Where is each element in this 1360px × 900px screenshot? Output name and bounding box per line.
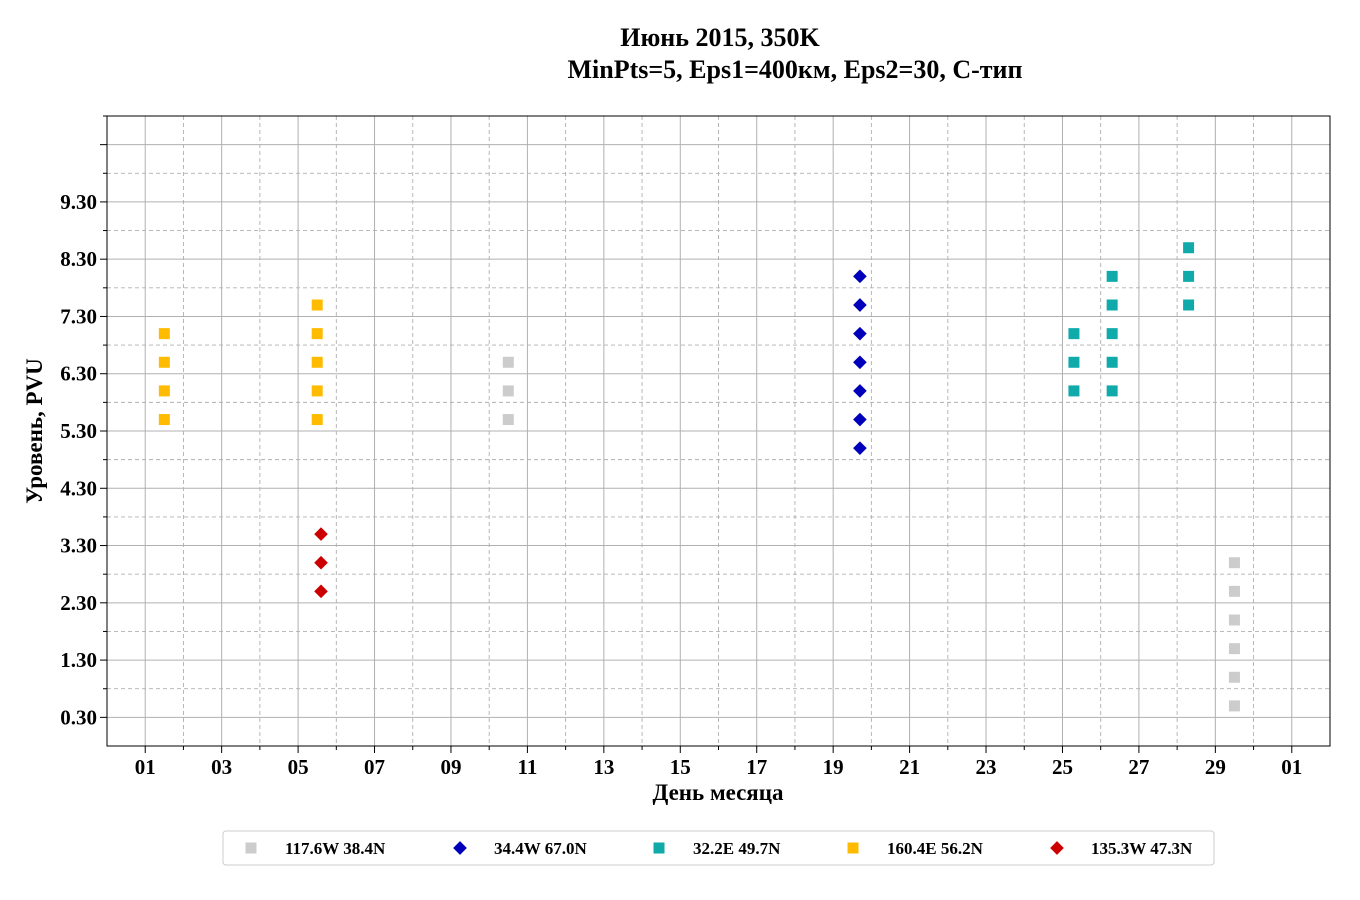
y-tick-label: 0.30	[60, 705, 97, 729]
data-point-diamond	[314, 527, 328, 541]
series-group	[158, 299, 323, 426]
legend-label: 135.3W 47.3N	[1091, 839, 1193, 858]
data-point-square	[1228, 557, 1240, 569]
data-point-square	[847, 842, 859, 854]
y-tick-label: 5.30	[60, 419, 97, 443]
x-tick-label: 07	[364, 755, 385, 779]
y-tick-label: 1.30	[60, 648, 97, 672]
legend-label: 34.4W 67.0N	[494, 839, 587, 858]
y-tick-label: 7.30	[60, 304, 97, 328]
data-point-square	[158, 385, 170, 397]
y-tick-label: 2.30	[60, 591, 97, 615]
legend-items: 117.6W 38.4N 34.4W 67.0N 32.2E 49.7N 160.4E…	[245, 839, 1193, 858]
data-point-square	[1183, 270, 1195, 282]
chart-title-line2: MinPts=5, Eps1=400км, Eps2=30, C-тип	[567, 55, 1022, 84]
data-point-square	[311, 356, 323, 368]
x-tick-label: 17	[746, 755, 767, 779]
data-point-square	[1228, 671, 1240, 683]
series-group	[853, 269, 867, 456]
data-point-square	[1183, 242, 1195, 254]
data-point-square	[245, 842, 257, 854]
data-point-square	[1106, 299, 1118, 311]
data-point-diamond	[853, 326, 867, 341]
x-tick-label: 09	[440, 755, 461, 779]
x-tick-label: 21	[899, 755, 920, 779]
y-tick-label: 6.30	[60, 362, 97, 386]
legend-label: 160.4E 56.2N	[887, 839, 984, 858]
x-tick-label: 03	[211, 755, 232, 779]
data-point-diamond	[453, 841, 467, 855]
data-point-diamond	[853, 441, 867, 456]
data-point-square	[1228, 614, 1240, 626]
data-point-square	[1068, 356, 1080, 368]
data-point-diamond	[1050, 841, 1064, 855]
x-tick-label: 23	[976, 755, 997, 779]
y-tick-label: 3.30	[60, 534, 97, 558]
data-point-square	[1068, 328, 1080, 340]
chart-title-line1: Июнь 2015, 350K	[620, 23, 820, 52]
data-point-diamond	[314, 584, 328, 599]
data-point-square	[502, 385, 514, 397]
x-tick-label: 05	[288, 755, 309, 779]
data-point-square	[158, 414, 170, 426]
data-point-square	[1106, 270, 1118, 282]
data-point-diamond	[314, 555, 328, 570]
legend-entry: 117.6W 38.4N	[245, 839, 386, 858]
legend-entry: 135.3W 47.3N	[1050, 839, 1193, 858]
y-tick-label: 8.30	[60, 247, 97, 271]
y-tick-label: 9.30	[60, 190, 97, 214]
x-axis-label: День месяца	[652, 780, 784, 805]
data-point-square	[502, 414, 514, 426]
legend: 117.6W 38.4N 34.4W 67.0N 32.2E 49.7N 160.4E…	[222, 830, 1215, 866]
x-tick-label: 01	[1281, 755, 1302, 779]
x-tick-label: 11	[517, 755, 537, 779]
data-point-square	[1106, 328, 1118, 340]
data-point-square	[653, 842, 665, 854]
legend-label: 32.2E 49.7N	[693, 839, 781, 858]
legend-entry: 34.4W 67.0N	[453, 839, 587, 858]
data-point-square	[1183, 299, 1195, 311]
x-tick-label: 13	[593, 755, 614, 779]
legend-box	[222, 830, 1215, 866]
x-tick-label: 01	[135, 755, 156, 779]
x-tick-label: 25	[1052, 755, 1073, 779]
data-markers	[158, 242, 1240, 712]
data-point-diamond	[853, 355, 867, 370]
series-group	[314, 527, 328, 599]
data-point-diamond	[853, 412, 867, 427]
legend-entry: 160.4E 56.2N	[847, 839, 984, 858]
legend-entry: 32.2E 49.7N	[653, 839, 781, 858]
data-point-square	[1228, 643, 1240, 655]
data-point-square	[158, 328, 170, 340]
x-tick-label: 15	[670, 755, 691, 779]
data-point-square	[1228, 700, 1240, 712]
x-tick-label: 27	[1128, 755, 1149, 779]
data-point-square	[311, 385, 323, 397]
series-group	[502, 356, 1240, 712]
axis-ticks: 01 03 05 07 09 11 13 15 17 19 21 23 25 27 29 01 0.30 1.30…	[60, 115, 1302, 779]
data-point-square	[311, 328, 323, 340]
data-point-square	[1068, 385, 1080, 397]
data-point-square	[1106, 385, 1118, 397]
data-point-diamond	[853, 384, 867, 398]
grid	[107, 115, 1330, 746]
legend-label: 117.6W 38.4N	[285, 839, 386, 858]
data-point-diamond	[853, 298, 867, 312]
data-point-square	[502, 356, 514, 368]
data-point-diamond	[853, 269, 867, 284]
x-tick-label: 19	[823, 755, 844, 779]
series-group	[1068, 242, 1195, 397]
y-axis-label: Уровень, PVU	[22, 358, 47, 504]
data-point-square	[311, 414, 323, 426]
y-tick-label: 4.30	[60, 476, 97, 500]
data-point-square	[158, 356, 170, 368]
data-point-square	[311, 299, 323, 311]
x-tick-label: 29	[1205, 755, 1226, 779]
data-point-square	[1228, 585, 1240, 597]
data-point-square	[1106, 356, 1118, 368]
